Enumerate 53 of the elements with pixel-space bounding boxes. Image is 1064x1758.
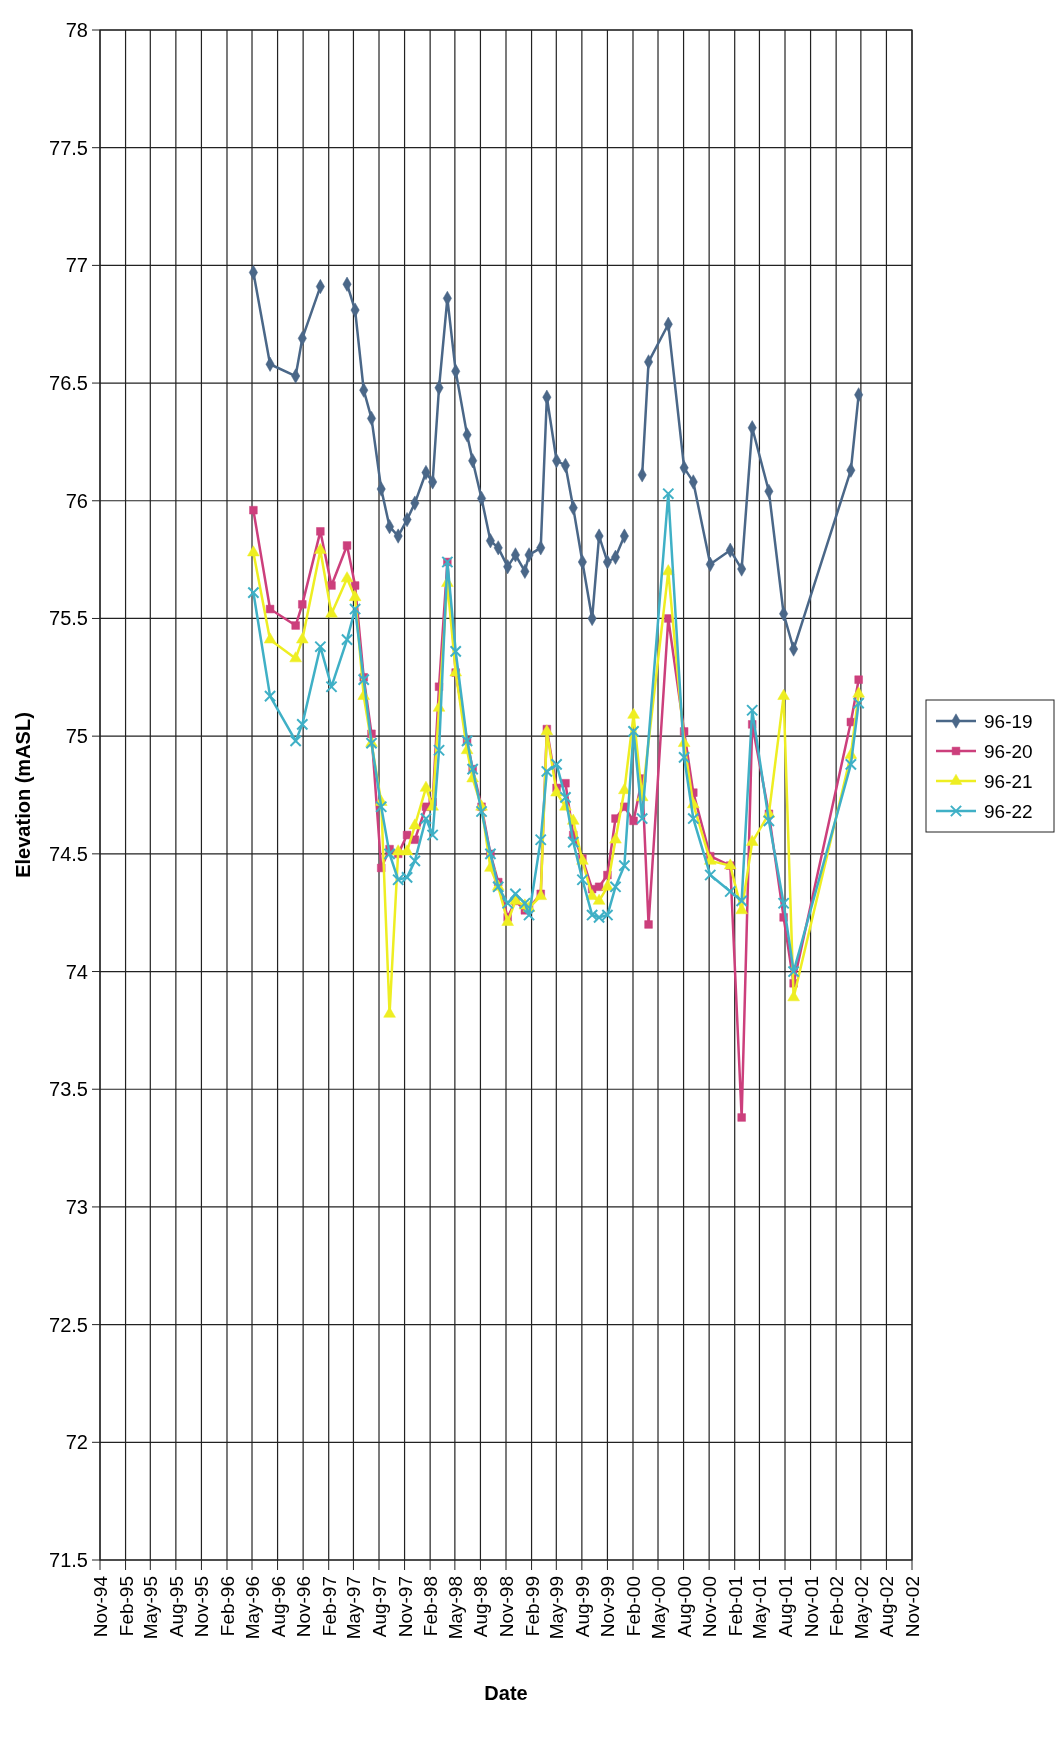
x-tick-label: Feb-01 <box>724 1576 746 1637</box>
x-tick-label: May-00 <box>648 1576 670 1640</box>
y-tick-label: 73.5 <box>49 1078 88 1101</box>
x-tick-label: Feb-97 <box>318 1576 340 1637</box>
x-tick-label: Nov-95 <box>191 1576 213 1638</box>
legend-label: 96-20 <box>984 741 1033 762</box>
x-tick-label: Nov-94 <box>90 1575 111 1638</box>
y-tick-label: 75.5 <box>49 607 88 630</box>
x-tick-label: Aug-01 <box>775 1576 796 1638</box>
y-axis-title: Elevation (mASL) <box>12 712 34 878</box>
x-tick-label: Feb-00 <box>623 1576 644 1637</box>
y-tick-label: 77 <box>65 254 88 277</box>
y-tick-label: 72.5 <box>49 1313 88 1336</box>
x-tick-label: Feb-95 <box>115 1576 137 1637</box>
x-tick-label: May-01 <box>749 1576 771 1640</box>
y-tick-label: 78 <box>65 19 88 41</box>
x-tick-label: Nov-00 <box>699 1576 721 1638</box>
x-tick-label: Aug-00 <box>673 1576 695 1638</box>
y-tick-label: 71.5 <box>49 1549 88 1571</box>
x-tick-label: May-02 <box>850 1576 872 1640</box>
x-tick-label: Nov-96 <box>293 1576 315 1638</box>
y-tick-label: 75 <box>65 725 88 748</box>
y-tick-label: 76 <box>65 489 88 512</box>
legend-label: 96-22 <box>984 801 1033 822</box>
legend-label: 96-19 <box>984 711 1033 732</box>
x-tick-label: Aug-98 <box>470 1576 492 1638</box>
y-tick-label: 77.5 <box>49 136 88 159</box>
x-tick-label: Nov-97 <box>394 1576 416 1638</box>
x-tick-label: May-97 <box>343 1576 365 1640</box>
y-tick-label: 76.5 <box>49 372 88 395</box>
y-tick-label: 74 <box>65 960 88 983</box>
x-tick-label: Feb-02 <box>826 1576 848 1637</box>
x-tick-label: Aug-02 <box>876 1576 898 1638</box>
x-tick-label: Feb-99 <box>521 1576 543 1637</box>
x-axis-title: Date <box>484 1682 528 1704</box>
x-tick-label: Nov-01 <box>800 1576 822 1638</box>
x-tick-label: Nov-02 <box>902 1576 923 1638</box>
x-tick-label: Feb-98 <box>420 1576 442 1637</box>
x-tick-label: Nov-99 <box>597 1576 619 1638</box>
y-tick-label: 73 <box>65 1195 88 1218</box>
x-tick-label: Nov-98 <box>496 1576 517 1638</box>
x-tick-label: Feb-96 <box>217 1576 238 1637</box>
y-tick-label: 72 <box>65 1431 88 1454</box>
x-tick-label: May-96 <box>242 1576 264 1640</box>
y-tick-label: 74.5 <box>49 842 88 865</box>
x-tick-label: May-98 <box>444 1576 466 1640</box>
x-tick-label: Aug-97 <box>369 1576 390 1638</box>
x-tick-label: May-99 <box>546 1576 568 1640</box>
x-tick-label: Aug-95 <box>165 1576 187 1638</box>
x-tick-label: Aug-96 <box>267 1576 289 1638</box>
legend-label: 96-21 <box>984 771 1033 792</box>
x-tick-label: May-95 <box>140 1576 162 1640</box>
x-tick-label: Aug-99 <box>571 1576 593 1638</box>
